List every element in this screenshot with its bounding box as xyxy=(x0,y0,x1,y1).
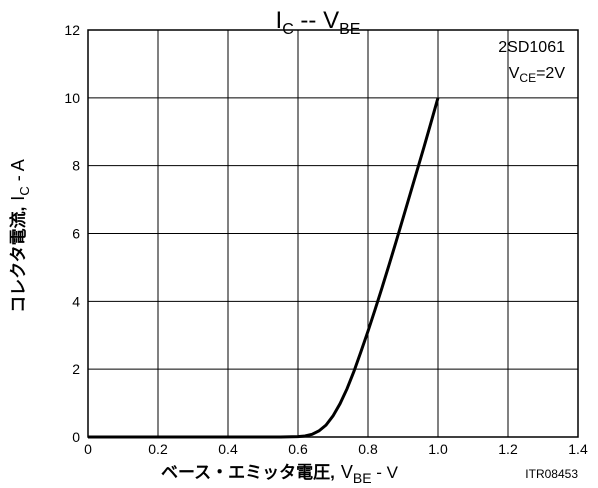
x-tick-label: 0.6 xyxy=(288,441,308,457)
x-tick-label: 0.4 xyxy=(218,441,238,457)
x-tick-labels: 0 0.2 0.4 0.6 0.8 1.0 1.2 1.4 xyxy=(84,441,588,457)
x-axis-label-var: V xyxy=(341,462,353,482)
x-tick-label: 1.0 xyxy=(428,441,448,457)
x-tick-label: 1.4 xyxy=(568,441,588,457)
y-tick-label: 6 xyxy=(72,226,80,242)
y-tick-labels: 0 2 4 6 8 10 12 xyxy=(64,22,80,445)
x-axis-label-unit: - V xyxy=(372,463,399,482)
x-axis-label: ベース・エミッタ電圧, VBE - V xyxy=(161,462,399,486)
y-tick-label: 0 xyxy=(72,429,80,445)
grid xyxy=(87,29,579,438)
test-condition: VCE=2V xyxy=(509,65,566,85)
y-axis-label-unit: - A xyxy=(8,159,28,186)
chart-title: IC -- VBE xyxy=(276,7,361,38)
test-condition-var: V xyxy=(509,65,520,82)
plot-frame xyxy=(87,29,579,438)
test-condition-value: =2V xyxy=(536,65,565,82)
y-axis-label: コレクタ電流, IC - A xyxy=(8,159,32,312)
part-number: 2SD1061 xyxy=(498,39,565,56)
y-axis-label-jp: コレクタ電流, xyxy=(8,207,28,313)
y-axis-label-sub: C xyxy=(17,186,32,195)
x-axis-label-sub: BE xyxy=(353,470,372,486)
y-tick-label: 12 xyxy=(64,22,80,38)
x-axis-label-jp: ベース・エミッタ電圧, xyxy=(161,463,335,482)
y-tick-label: 8 xyxy=(72,158,80,174)
chart-title-var: V xyxy=(323,7,339,34)
figure-code: ITR08453 xyxy=(525,467,578,481)
x-tick-label: 0 xyxy=(84,441,92,457)
x-tick-label: 0.2 xyxy=(148,441,168,457)
y-axis-label-var: I xyxy=(8,196,28,201)
test-condition-sub: CE xyxy=(519,71,536,85)
x-tick-label: 1.2 xyxy=(498,441,518,457)
x-tick-label: 0.8 xyxy=(358,441,378,457)
y-tick-label: 2 xyxy=(72,361,80,377)
y-tick-label: 4 xyxy=(72,293,80,309)
series-line xyxy=(88,97,440,439)
y-tick-label: 10 xyxy=(64,90,80,106)
chart-title-main: I xyxy=(276,7,283,34)
